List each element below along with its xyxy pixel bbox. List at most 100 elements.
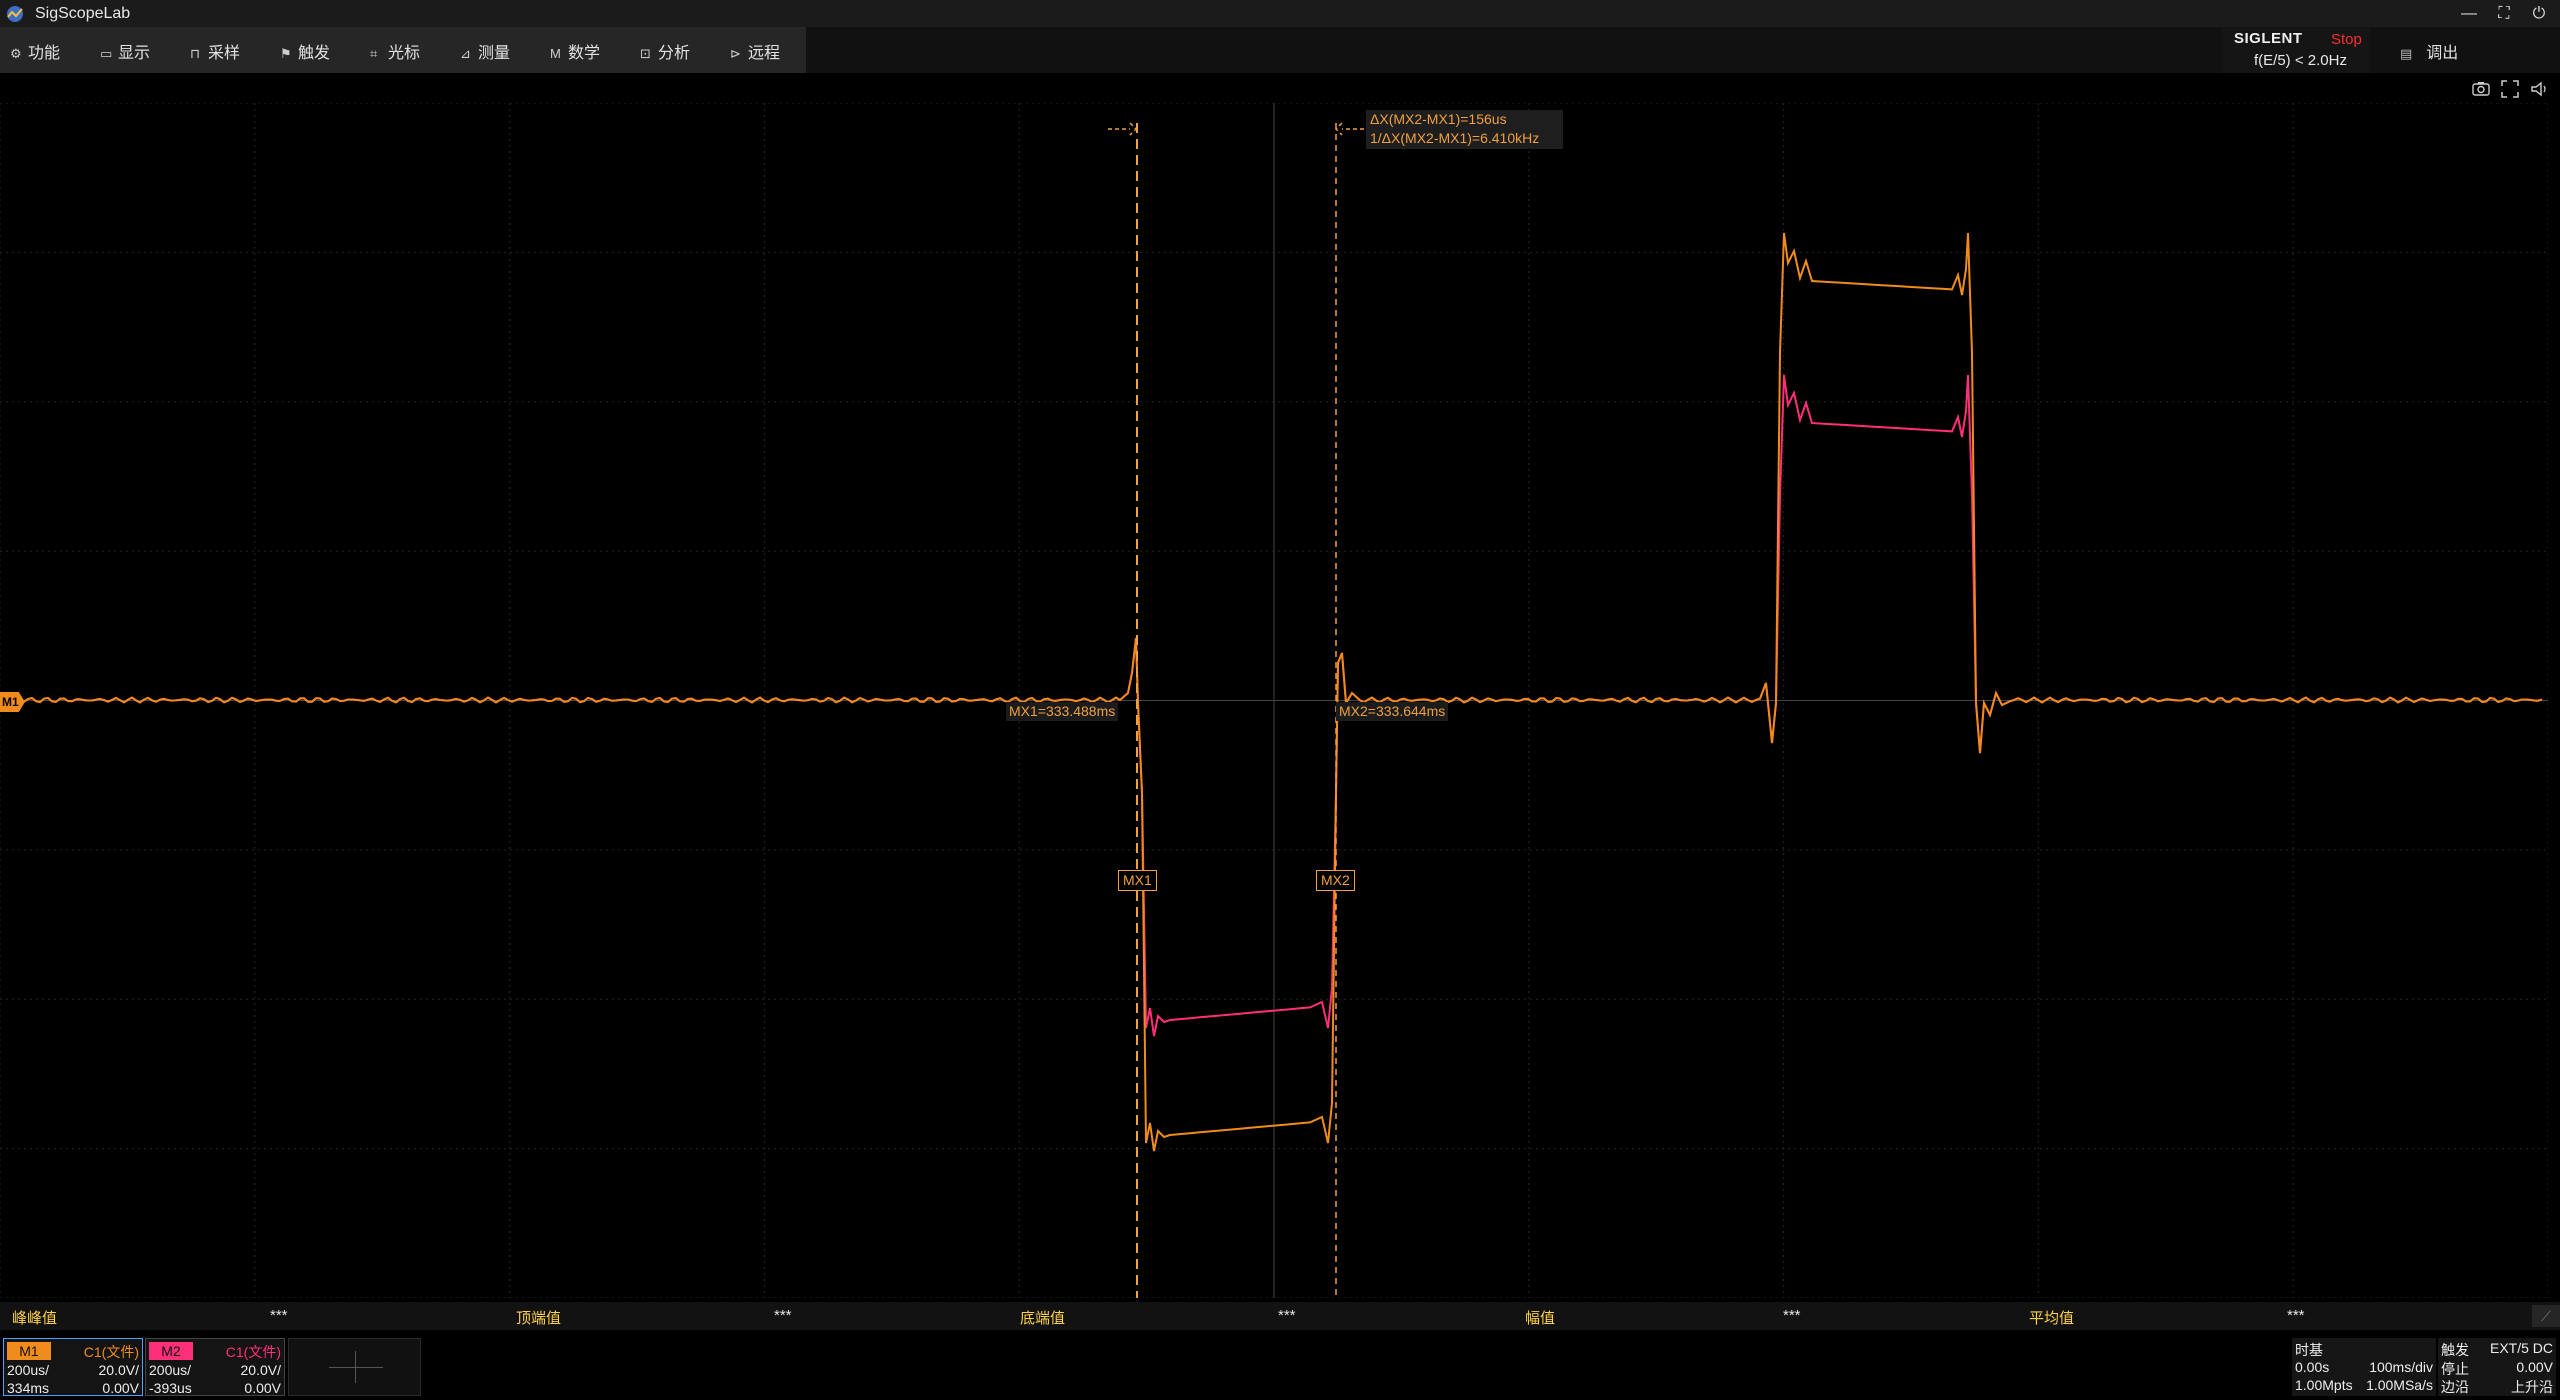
trigger-source: EXT/5 DC xyxy=(2489,1340,2553,1356)
menu-cursor-label: 光标 xyxy=(388,45,421,62)
power-button[interactable]: ⏻ xyxy=(2532,5,2546,22)
trigger-title: 触发 xyxy=(2441,1342,2469,1358)
m2-channel-card[interactable]: M2 C1(文件) 200us/ 20.0V/ -393us 0.00V xyxy=(145,1338,285,1396)
remote-icon: ⊳ xyxy=(730,46,741,61)
tool-icons xyxy=(2470,78,2550,100)
m2-timebase: 200us/ xyxy=(149,1362,192,1378)
add-horizontal-icon xyxy=(329,1367,383,1368)
sample-icon: ⊓ xyxy=(190,46,201,61)
mx1-tag[interactable]: MX1 xyxy=(1118,870,1157,891)
m1-offset-marker[interactable]: M1 xyxy=(0,692,25,712)
measure-label-base[interactable]: 底端值 xyxy=(1020,1310,1066,1327)
ruler-icon: ⊿ xyxy=(460,46,471,61)
menu-math-label: 数学 xyxy=(568,45,601,62)
m1-channel-card[interactable]: M1 C1(文件) 200us/ 20.0V/ 334ms 0.00V xyxy=(3,1338,143,1396)
timebase-title: 时基 xyxy=(2295,1342,2323,1358)
gear-icon: ⚙ xyxy=(10,46,22,61)
waveform-canvas[interactable] xyxy=(0,103,2548,1298)
menu-analysis[interactable]: ⊡ 分析 xyxy=(640,39,690,65)
m2-trace xyxy=(7,374,2543,1037)
main-menu: ⚙ 功能 ▭ 显示 ⊓ 采样 ⚑ 触发 ⌗ 光标 ⊿ 测量 M 数学 ⊡ 分析 ⊳ 远程 xyxy=(0,27,806,73)
analysis-icon: ⊡ xyxy=(640,46,651,61)
m1-tag: M1 xyxy=(7,1342,51,1360)
menu-trigger[interactable]: ⚑ 触发 xyxy=(280,39,330,65)
menu-acquire-label: 采样 xyxy=(208,45,241,62)
m1-offset-voltage: 0.00V xyxy=(102,1380,139,1396)
mx1-cursor-arrow-icon xyxy=(1108,122,1138,136)
menu-cursor[interactable]: ⌗ 光标 xyxy=(370,39,420,65)
mx1-readout: MX1=333.488ms xyxy=(1006,702,1119,721)
m2-source: C1(文件) xyxy=(225,1344,281,1360)
measure-value-mean: *** xyxy=(2287,1307,2305,1324)
menu-trigger-label: 触发 xyxy=(298,45,331,62)
acquisition-status[interactable]: SIGLENT Stop f(E/5) < 2.0Hz xyxy=(2222,27,2370,73)
measure-label-amplitude[interactable]: 幅值 xyxy=(1525,1310,1556,1327)
timebase-panel[interactable]: 时基 0.00s 100ms/div 1.00Mpts 1.00MSa/s xyxy=(2292,1338,2436,1396)
menu-function[interactable]: ⚙ 功能 xyxy=(10,39,60,65)
speaker-icon[interactable] xyxy=(2528,78,2550,100)
measure-label-top[interactable]: 顶端值 xyxy=(516,1310,562,1327)
restore-button[interactable]: ⛶ xyxy=(2498,5,2510,22)
m1-trace xyxy=(7,232,2543,1152)
trigger-state: 停止 xyxy=(2441,1361,2469,1377)
trigger-level: 0.00V xyxy=(2516,1359,2553,1375)
m2-offset-time: -393us xyxy=(149,1380,192,1396)
math-icon: M xyxy=(550,46,561,61)
measure-value-amplitude: *** xyxy=(1783,1307,1801,1324)
add-vertical-icon xyxy=(355,1351,356,1383)
minimize-button[interactable]: — xyxy=(2461,5,2477,22)
menu-remote[interactable]: ⊳ 远程 xyxy=(730,39,780,65)
export-label: 调出 xyxy=(2426,45,2459,62)
cursor-delta-readout: ΔX(MX2-MX1)=156us 1/ΔX(MX2-MX1)=6.410kHz xyxy=(1366,110,1563,149)
m2-offset-voltage: 0.00V xyxy=(244,1380,281,1396)
menu-remote-label: 远程 xyxy=(748,45,781,62)
menu-analysis-label: 分析 xyxy=(658,45,691,62)
trigger-type: 边沿 xyxy=(2441,1379,2469,1395)
menu-math[interactable]: M 数学 xyxy=(550,39,600,65)
menu-function-label: 功能 xyxy=(28,45,61,62)
m2-tag: M2 xyxy=(149,1342,193,1360)
monitor-icon: ▭ xyxy=(100,46,113,61)
menu-display-label: 显示 xyxy=(118,45,151,62)
export-button[interactable]: ▤ 调出 xyxy=(2400,39,2458,63)
measurement-bar: 峰峰值 *** 顶端值 *** 底端值 *** 幅值 *** 平均值 *** ⟋ xyxy=(0,1302,2560,1330)
measure-value-top: *** xyxy=(774,1307,792,1324)
delta-x-value: ΔX(MX2-MX1)=156us xyxy=(1370,111,1507,127)
menu-display[interactable]: ▭ 显示 xyxy=(100,39,150,65)
mx2-tag[interactable]: MX2 xyxy=(1316,870,1355,891)
flag-icon: ⚑ xyxy=(280,46,292,61)
fullscreen-icon[interactable] xyxy=(2499,78,2521,100)
camera-icon[interactable] xyxy=(2470,78,2492,100)
m1-offset-time: 334ms xyxy=(7,1380,50,1396)
timebase-rate: 1.00MSa/s xyxy=(2366,1377,2433,1393)
brand-logo: SIGLENT xyxy=(2234,30,2303,47)
menu-measure-label: 测量 xyxy=(478,45,511,62)
measure-value-peak-to-peak: *** xyxy=(270,1307,288,1324)
export-icon: ▤ xyxy=(2400,46,2413,61)
measure-label-peak-to-peak[interactable]: 峰峰值 xyxy=(12,1310,58,1327)
timebase-scale: 100ms/div xyxy=(2369,1359,2433,1375)
menu-measure[interactable]: ⊿ 测量 xyxy=(460,39,510,65)
m2-vscale: 20.0V/ xyxy=(240,1362,281,1378)
trigger-slope: 上升沿 xyxy=(2511,1379,2553,1395)
m1-vscale: 20.0V/ xyxy=(98,1362,139,1378)
app-logo-icon xyxy=(7,6,23,22)
measure-scroll-button[interactable]: ⟋ xyxy=(2532,1305,2560,1327)
add-channel-button[interactable] xyxy=(288,1338,421,1396)
waveform-display[interactable] xyxy=(0,103,2548,1298)
graticule xyxy=(0,103,2548,1298)
menu-acquire[interactable]: ⊓ 采样 xyxy=(190,39,240,65)
trigger-panel[interactable]: 触发 EXT/5 DC 停止 0.00V 边沿 上升沿 xyxy=(2438,1338,2556,1396)
cursor-icon: ⌗ xyxy=(370,46,378,61)
menu-bar: ⚙ 功能 ▭ 显示 ⊓ 采样 ⚑ 触发 ⌗ 光标 ⊿ 测量 M 数学 ⊡ 分析 ⊳ 远程 xyxy=(0,27,2560,73)
run-state: Stop xyxy=(2331,31,2362,48)
measure-label-mean[interactable]: 平均值 xyxy=(2029,1310,2075,1327)
waveform-traces xyxy=(7,232,2543,1152)
m1-source: C1(文件) xyxy=(83,1344,139,1360)
measure-value-base: *** xyxy=(1278,1307,1296,1324)
inverse-delta-x-value: 1/ΔX(MX2-MX1)=6.410kHz xyxy=(1370,130,1540,146)
m1-timebase: 200us/ xyxy=(7,1362,50,1378)
timebase-delay: 0.00s xyxy=(2295,1359,2330,1375)
trigger-frequency: f(E/5) < 2.0Hz xyxy=(2254,52,2347,69)
timebase-memory: 1.00Mpts xyxy=(2295,1377,2353,1393)
